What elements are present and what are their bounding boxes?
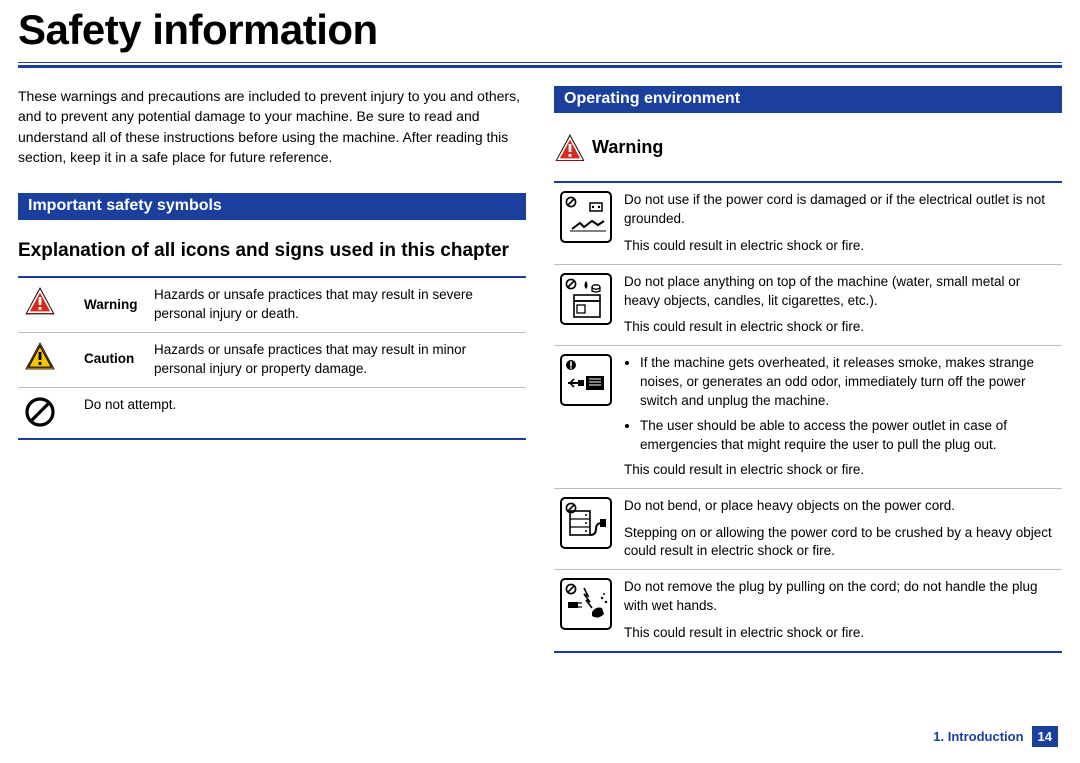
table-row: Do not place anything on top of the mach…	[554, 264, 1062, 346]
pictogram-bend-cord-icon	[560, 497, 612, 549]
row-desc: Do not attempt.	[78, 387, 526, 439]
warning-icon	[24, 286, 72, 318]
caution-icon	[24, 341, 72, 373]
row-bullet: If the machine gets overheated, it relea…	[640, 354, 1056, 411]
row-text: Do not place anything on top of the mach…	[618, 264, 1062, 346]
row-desc: Hazards or unsafe practices that may res…	[148, 277, 526, 332]
row-desc: Hazards or unsafe practices that may res…	[148, 332, 526, 387]
table-row: Do not remove the plug by pulling on the…	[554, 570, 1062, 652]
table-row: Warning Hazards or unsafe practices that…	[18, 277, 526, 332]
warning-label: Warning	[592, 137, 663, 158]
symbols-table: Warning Hazards or unsafe practices that…	[18, 276, 526, 440]
row-text: Do not bend, or place heavy objects on t…	[618, 488, 1062, 570]
row-text: Do not use if the power cord is damaged …	[618, 182, 1062, 264]
row-bullets: If the machine gets overheated, it relea…	[624, 354, 1056, 454]
rule-thick	[18, 65, 1062, 68]
columns: These warnings and precautions are inclu…	[18, 86, 1062, 653]
subheading-left: Explanation of all icons and signs used …	[18, 240, 526, 262]
pictogram-wet-hands-icon	[560, 578, 612, 630]
pictogram-overheat-unplug-icon	[560, 354, 612, 406]
prohibit-icon	[24, 396, 72, 430]
row-p2: This could result in electric shock or f…	[624, 318, 1056, 337]
page: Safety information These warnings and pr…	[0, 0, 1080, 763]
page-title: Safety information	[18, 0, 1062, 62]
row-p2: This could result in electric shock or f…	[624, 237, 1056, 256]
row-p1: Do not bend, or place heavy objects on t…	[624, 497, 1056, 516]
footer: 1. Introduction 14	[933, 726, 1058, 747]
footer-chapter: 1. Introduction	[933, 729, 1023, 744]
intro-text: These warnings and precautions are inclu…	[18, 86, 526, 167]
left-column: These warnings and precautions are inclu…	[18, 86, 526, 653]
table-row: If the machine gets overheated, it relea…	[554, 346, 1062, 488]
row-p2: Stepping on or allowing the power cord t…	[624, 524, 1056, 562]
table-row: Do not attempt.	[18, 387, 526, 439]
row-p1: Do not place anything on top of the mach…	[624, 273, 1056, 311]
section-heading-left: Important safety symbols	[18, 193, 526, 220]
row-p1: Do not use if the power cord is damaged …	[624, 191, 1056, 229]
row-p2: This could result in electric shock or f…	[624, 461, 1056, 480]
pictogram-objects-on-top-icon	[560, 273, 612, 325]
section-heading-right: Operating environment	[554, 86, 1062, 113]
row-label: Caution	[78, 332, 148, 387]
row-p1: Do not remove the plug by pulling on the…	[624, 578, 1056, 616]
row-p2: This could result in electric shock or f…	[624, 624, 1056, 643]
row-label: Warning	[78, 277, 148, 332]
table-row: Do not use if the power cord is damaged …	[554, 182, 1062, 264]
row-text: Do not remove the plug by pulling on the…	[618, 570, 1062, 652]
warning-icon	[554, 133, 584, 161]
right-column: Operating environment Warning	[554, 86, 1062, 653]
warning-heading: Warning	[554, 133, 1062, 161]
row-bullet: The user should be able to access the po…	[640, 417, 1056, 455]
pictogram-damaged-cord-icon	[560, 191, 612, 243]
row-text: If the machine gets overheated, it relea…	[618, 346, 1062, 488]
rule-thin	[18, 62, 1062, 63]
table-row: Caution Hazards or unsafe practices that…	[18, 332, 526, 387]
warnings-table: Do not use if the power cord is damaged …	[554, 181, 1062, 653]
footer-page-number: 14	[1032, 726, 1058, 747]
table-row: Do not bend, or place heavy objects on t…	[554, 488, 1062, 570]
